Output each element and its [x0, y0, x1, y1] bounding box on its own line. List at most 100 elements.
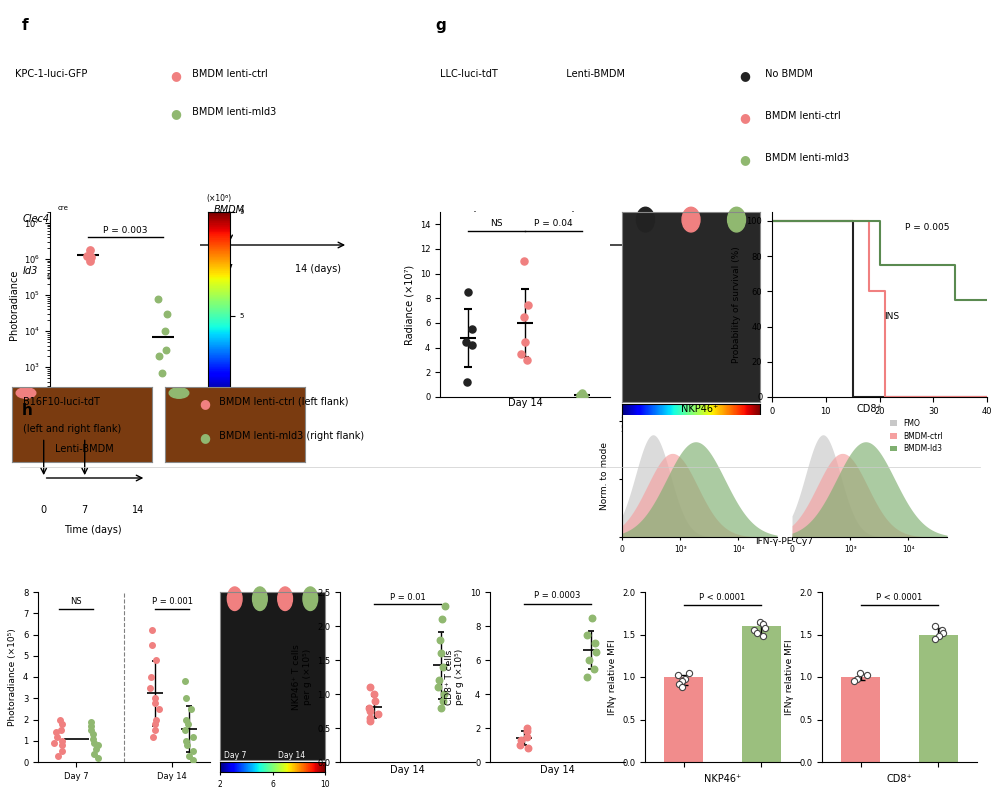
Text: cre: cre: [58, 205, 68, 211]
Text: P = 0.0003: P = 0.0003: [534, 592, 581, 601]
Point: [432, 634, 448, 646]
Y-axis label: NKP46⁺ T cells
per g (×10⁵): NKP46⁺ T cells per g (×10⁵): [292, 644, 312, 710]
Point: [674, 681, 690, 694]
Point: [147, 696, 163, 709]
Point: [147, 717, 163, 730]
Point: [512, 739, 528, 751]
Point: [90, 739, 106, 751]
Point: [86, 736, 102, 749]
Bar: [664, 677, 703, 762]
Point: [180, 717, 196, 730]
Title: NKP46⁺: NKP46⁺: [681, 404, 718, 414]
Legend: FMO, BMDM-ctrl, BMDM-Id3: FMO, BMDM-ctrl, BMDM-Id3: [890, 419, 943, 453]
Point: [431, 674, 447, 687]
Point: [587, 637, 603, 650]
Text: Day 14: Day 14: [278, 751, 305, 760]
Point: [681, 666, 697, 679]
Point: [88, 743, 104, 755]
X-axis label: Time after LLC
injection (days): Time after LLC injection (days): [844, 421, 915, 440]
Point: [459, 376, 475, 389]
Point: [579, 628, 595, 641]
Text: Time (days): Time (days): [64, 525, 122, 535]
Point: [86, 747, 102, 760]
Point: [82, 243, 98, 256]
Circle shape: [636, 207, 654, 232]
Point: [157, 325, 173, 338]
Point: [752, 615, 768, 628]
Text: (×10⁶): (×10⁶): [206, 194, 232, 203]
Text: WT: WT: [447, 230, 463, 241]
Text: 0: 0: [472, 266, 478, 276]
Text: 14 (days): 14 (days): [295, 264, 341, 274]
Text: INS: INS: [884, 312, 899, 322]
Point: [362, 705, 378, 718]
Point: [852, 666, 868, 679]
Text: Lenti-BMDM: Lenti-BMDM: [560, 69, 625, 79]
Point: [588, 645, 604, 658]
Point: [519, 730, 535, 743]
Point: [361, 701, 377, 714]
Point: [79, 249, 95, 262]
Point: [435, 695, 451, 707]
Circle shape: [227, 587, 242, 610]
Point: [82, 254, 98, 267]
Y-axis label: Probability of survival (%): Probability of survival (%): [732, 246, 741, 363]
Text: LLC-luci-tdT: LLC-luci-tdT: [440, 69, 498, 79]
Text: BMDM lenti-ctrl: BMDM lenti-ctrl: [189, 69, 268, 79]
Point: [54, 735, 70, 747]
Text: P = 0.01: P = 0.01: [390, 593, 425, 602]
Point: [147, 723, 163, 736]
Point: [755, 618, 771, 630]
Point: [83, 251, 99, 264]
Text: ●: ●: [200, 397, 210, 410]
Text: ●: ●: [740, 111, 751, 124]
Point: [430, 681, 446, 694]
Text: 14: 14: [686, 266, 698, 276]
Point: [433, 646, 449, 659]
Point: [674, 674, 690, 687]
Text: P = 0.001: P = 0.001: [152, 597, 193, 606]
Text: BMDM lenti-ctrl: BMDM lenti-ctrl: [762, 111, 840, 121]
Text: Id3: Id3: [22, 266, 38, 276]
Text: f: f: [22, 18, 29, 33]
Text: 7: 7: [82, 505, 88, 515]
Point: [83, 715, 99, 728]
Point: [927, 620, 943, 633]
Point: [90, 751, 106, 764]
Circle shape: [253, 587, 267, 610]
Text: ●: ●: [740, 69, 751, 82]
Point: [178, 713, 194, 726]
Point: [147, 692, 163, 705]
Point: [148, 713, 164, 726]
Point: [934, 624, 950, 637]
Text: BMDM lenti-ctrl (left flank): BMDM lenti-ctrl (left flank): [216, 397, 348, 407]
Text: BMDM: BMDM: [214, 205, 245, 215]
Point: [849, 672, 865, 685]
Bar: [841, 677, 880, 762]
Text: P = 0.005: P = 0.005: [905, 224, 950, 233]
Point: [367, 695, 383, 707]
Text: NS: NS: [490, 219, 503, 228]
X-axis label: NKP46⁺: NKP46⁺: [704, 775, 741, 784]
Circle shape: [303, 587, 318, 610]
Point: [434, 613, 450, 626]
Text: ●: ●: [200, 431, 210, 444]
Point: [50, 749, 66, 762]
Point: [757, 622, 773, 634]
Point: [178, 692, 194, 705]
Point: [519, 722, 535, 735]
Point: [366, 687, 382, 700]
Y-axis label: Radiance (×10⁷): Radiance (×10⁷): [404, 265, 414, 345]
Point: [931, 630, 947, 642]
Point: [142, 681, 158, 694]
Point: [83, 719, 99, 732]
Y-axis label: IFNγ relative MFI: IFNγ relative MFI: [608, 639, 617, 715]
Point: [362, 681, 378, 694]
Point: [437, 599, 453, 612]
Point: [516, 255, 532, 268]
Y-axis label: Photoradiance (×10⁵): Photoradiance (×10⁵): [8, 628, 17, 726]
Circle shape: [16, 387, 36, 399]
Point: [177, 723, 193, 736]
Point: [520, 298, 536, 311]
Y-axis label: CD8⁺ T cells
per g (×10⁵): CD8⁺ T cells per g (×10⁵): [445, 649, 464, 705]
